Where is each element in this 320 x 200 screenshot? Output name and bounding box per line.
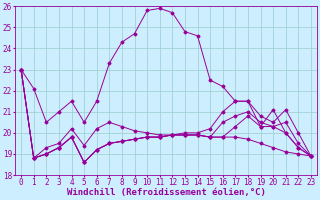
X-axis label: Windchill (Refroidissement éolien,°C): Windchill (Refroidissement éolien,°C) xyxy=(67,188,266,197)
